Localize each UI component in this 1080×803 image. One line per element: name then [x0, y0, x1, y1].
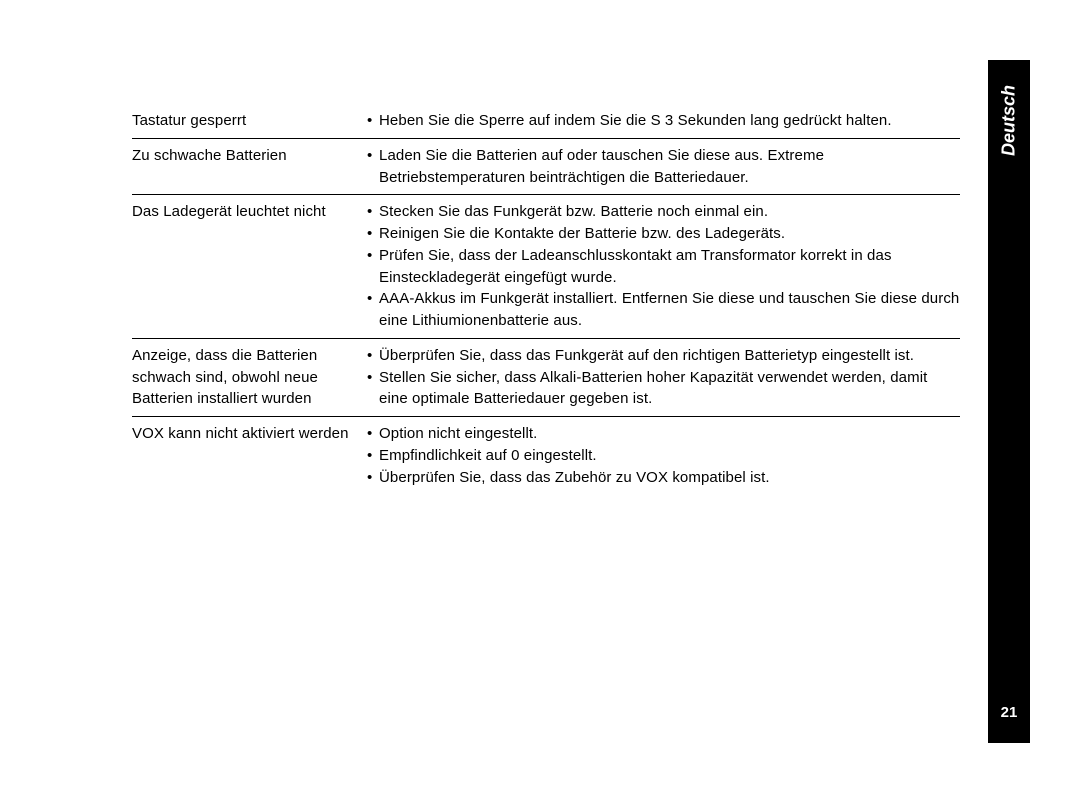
solution-item: AAA-Akkus im Funkgerät installiert. Entf… [367, 288, 960, 332]
table-row: Zu schwache BatterienLaden Sie die Batte… [132, 138, 960, 195]
solution-item: Laden Sie die Batterien auf oder tausche… [367, 145, 960, 189]
solution-cell: Überprüfen Sie, dass das Funkgerät auf d… [367, 338, 960, 416]
solution-item: Reinigen Sie die Kontakte der Batterie b… [367, 223, 960, 245]
language-label: Deutsch [999, 85, 1020, 156]
issue-cell: Zu schwache Batterien [132, 138, 367, 195]
content-area: Tastatur gesperrtHeben Sie die Sperre au… [132, 104, 960, 494]
solution-cell: Heben Sie die Sperre auf indem Sie die S… [367, 104, 960, 138]
table-row: Anzeige, dass die Batterien schwach sind… [132, 338, 960, 416]
table-row: Tastatur gesperrtHeben Sie die Sperre au… [132, 104, 960, 138]
solution-item: Überprüfen Sie, dass das Funkgerät auf d… [367, 345, 960, 367]
solution-cell: Option nicht eingestellt.Empfindlichkeit… [367, 417, 960, 495]
solution-item: Stecken Sie das Funkgerät bzw. Batterie … [367, 201, 960, 223]
page-number: 21 [988, 704, 1030, 721]
solution-list: Heben Sie die Sperre auf indem Sie die S… [367, 110, 960, 132]
solution-item: Option nicht eingestellt. [367, 423, 960, 445]
solution-item: Heben Sie die Sperre auf indem Sie die S… [367, 110, 960, 132]
table-row: Das Ladegerät leuchtet nichtStecken Sie … [132, 195, 960, 339]
solution-cell: Stecken Sie das Funkgerät bzw. Batterie … [367, 195, 960, 339]
issue-cell: Tastatur gesperrt [132, 104, 367, 138]
issue-cell: Anzeige, dass die Batterien schwach sind… [132, 338, 367, 416]
issue-cell: VOX kann nicht aktiviert werden [132, 417, 367, 495]
issue-cell: Das Ladegerät leuchtet nicht [132, 195, 367, 339]
solution-list: Stecken Sie das Funkgerät bzw. Batterie … [367, 201, 960, 332]
page: Deutsch 21 Tastatur gesperrtHeben Sie di… [50, 60, 1030, 743]
solution-list: Überprüfen Sie, dass das Funkgerät auf d… [367, 345, 960, 410]
sidebar: Deutsch 21 [988, 60, 1030, 743]
solution-list: Laden Sie die Batterien auf oder tausche… [367, 145, 960, 189]
solution-list: Option nicht eingestellt.Empfindlichkeit… [367, 423, 960, 488]
solution-item: Prüfen Sie, dass der Ladeanschlusskontak… [367, 245, 960, 289]
table-row: VOX kann nicht aktiviert werdenOption ni… [132, 417, 960, 495]
solution-item: Empfindlichkeit auf 0 eingestellt. [367, 445, 960, 467]
solution-cell: Laden Sie die Batterien auf oder tausche… [367, 138, 960, 195]
solution-item: Stellen Sie sicher, dass Alkali-Batterie… [367, 367, 960, 411]
solution-item: Überprüfen Sie, dass das Zubehör zu VOX … [367, 467, 960, 489]
troubleshooting-table: Tastatur gesperrtHeben Sie die Sperre au… [132, 104, 960, 494]
